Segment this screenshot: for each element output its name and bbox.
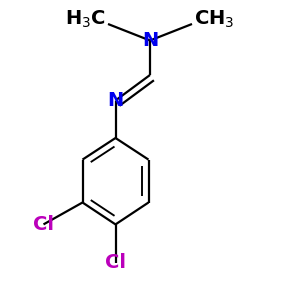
Text: Cl: Cl [105, 253, 126, 272]
Text: N: N [107, 91, 124, 110]
Text: Cl: Cl [33, 215, 54, 234]
Text: CH$_3$: CH$_3$ [194, 9, 235, 30]
Text: N: N [142, 31, 158, 50]
Text: H$_3$C: H$_3$C [65, 9, 106, 30]
